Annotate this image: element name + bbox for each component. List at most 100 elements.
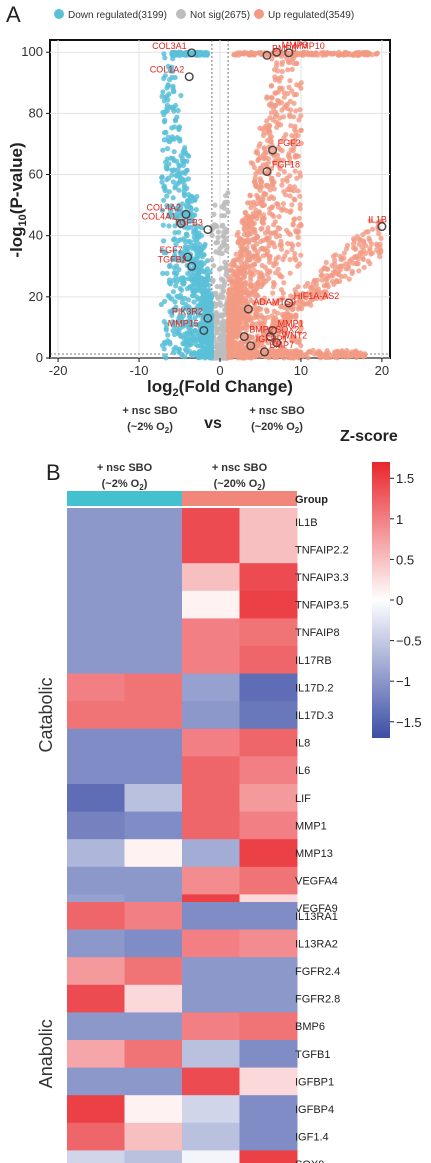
data-point: [233, 288, 239, 294]
heatmap-cell: [124, 728, 183, 757]
data-point: [293, 257, 299, 263]
data-point: [269, 205, 275, 211]
data-point: [337, 267, 344, 273]
heatmap-cell: [124, 1012, 183, 1041]
data-point: [225, 209, 231, 215]
group-title-line2: (~2% O2): [102, 478, 148, 492]
gene-label: PIK3R2: [172, 306, 203, 316]
gene-label: IGFBP1: [256, 334, 288, 344]
gene-label: BMP6: [272, 43, 297, 53]
data-point: [260, 280, 266, 286]
data-point: [161, 319, 167, 325]
highlight-marker: [203, 313, 213, 323]
data-point: [305, 349, 312, 355]
data-point: [315, 351, 321, 357]
data-point: [184, 231, 190, 237]
heatmap-cell: [239, 984, 298, 1013]
data-point: [362, 250, 369, 257]
highlight-marker: [272, 338, 282, 348]
data-point: [275, 97, 281, 104]
data-point: [169, 125, 175, 131]
data-point: [294, 60, 300, 67]
heatmap-row-label: VEGFA4: [295, 876, 338, 888]
data-point: [261, 145, 267, 151]
data-point: [263, 149, 269, 156]
data-point: [287, 113, 293, 119]
data-point: [258, 165, 265, 171]
data-point: [257, 187, 263, 193]
data-point: [293, 229, 300, 235]
heatmap-cell: [124, 590, 183, 619]
data-point: [220, 233, 226, 239]
data-point: [240, 217, 246, 223]
data-point: [341, 250, 347, 256]
data-point: [201, 345, 208, 351]
heatmap-row-label: IGF1.4: [295, 1132, 329, 1144]
data-point: [292, 123, 298, 129]
data-point: [268, 110, 274, 116]
data-point: [288, 208, 294, 214]
data-point: [226, 310, 232, 316]
data-point: [199, 225, 205, 231]
data-point: [255, 308, 261, 314]
data-point: [238, 260, 244, 266]
data-point: [179, 299, 185, 306]
y-tick-label: 20: [29, 289, 43, 304]
data-point: [161, 51, 167, 57]
data-point: [279, 59, 286, 65]
data-point: [265, 314, 271, 320]
data-point: [281, 104, 287, 110]
data-point: [271, 348, 277, 354]
data-point: [245, 213, 251, 219]
data-point: [249, 354, 255, 360]
legend-marker: [254, 9, 264, 19]
data-point: [164, 193, 170, 199]
data-point: [176, 346, 182, 352]
data-point: [355, 261, 361, 267]
data-point: [162, 185, 168, 191]
data-point: [272, 244, 278, 250]
data-point: [373, 51, 379, 57]
data-point: [287, 270, 293, 276]
gene-label: TGFB3: [174, 218, 203, 228]
data-point: [165, 338, 171, 344]
data-point: [277, 273, 283, 279]
heatmap-cell: [67, 1122, 125, 1151]
data-point: [274, 112, 280, 118]
legend-marker: [176, 9, 186, 19]
data-point: [205, 300, 211, 307]
x-tick-label: 0: [216, 363, 223, 378]
data-point: [256, 349, 262, 355]
data-point: [284, 249, 290, 255]
data-point: [277, 86, 283, 92]
data-point: [256, 143, 262, 149]
data-point: [281, 280, 287, 286]
data-point: [251, 229, 257, 235]
heatmap-cell: [239, 784, 298, 813]
highlight-marker: [284, 298, 294, 308]
gene-label: BMP2: [249, 325, 274, 335]
data-point: [258, 312, 264, 318]
data-point: [298, 140, 304, 146]
heatmap-cell: [239, 1122, 298, 1151]
data-point: [251, 300, 257, 306]
data-point: [294, 352, 300, 358]
data-point: [293, 108, 299, 114]
data-point: [270, 182, 276, 188]
data-point: [185, 322, 191, 328]
heatmap-row-label: TNFAIP2.2: [295, 544, 349, 556]
data-point: [259, 225, 265, 231]
data-point: [177, 285, 183, 292]
heatmap-cell: [124, 1067, 183, 1096]
data-point: [269, 212, 275, 218]
data-point: [184, 152, 191, 158]
data-point: [279, 68, 285, 75]
heatmap-row-label: TNFAIP3.3: [295, 572, 349, 584]
data-point: [272, 219, 278, 225]
heatmap-cell: [124, 1040, 183, 1069]
data-point: [225, 328, 232, 334]
data-point: [292, 184, 298, 190]
heatmap-cell: [124, 756, 183, 785]
data-point: [280, 290, 286, 296]
heatmap-row-label: IL13RA2: [295, 938, 338, 950]
